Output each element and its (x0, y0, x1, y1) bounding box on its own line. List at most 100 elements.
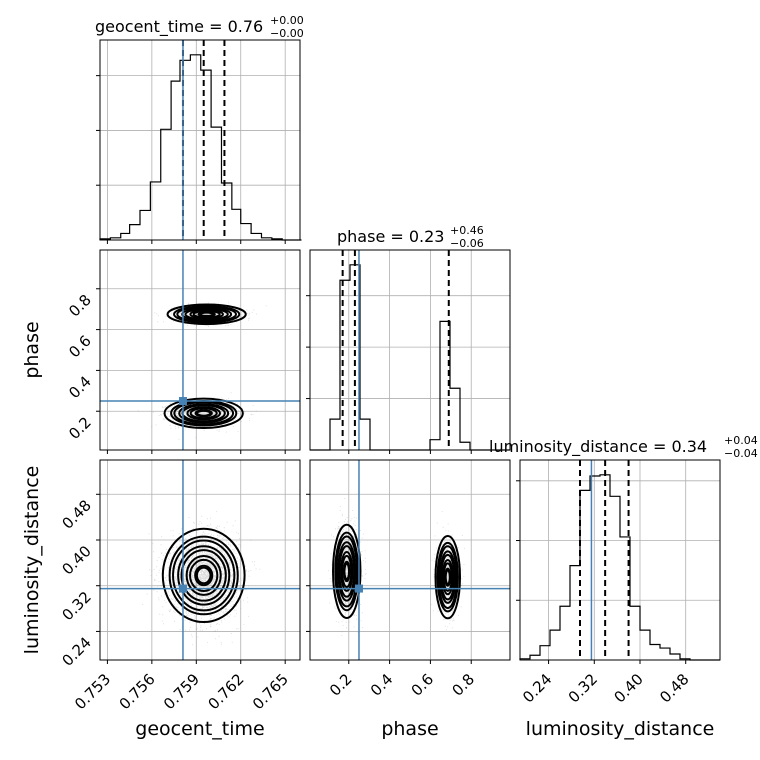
histogram-geocent_time (99, 54, 302, 241)
title-plus: +0.00 (270, 14, 304, 27)
joint-panel-geocent_time-luminosity_distance (142, 511, 261, 646)
title-minus: −0.04 (724, 447, 758, 460)
joint-panel-phase-luminosity_distance (328, 498, 466, 636)
y-axis-label-luminosity_distance: luminosity_distance (21, 466, 43, 655)
density-level (161, 527, 246, 624)
density-level (442, 562, 453, 592)
density-level (163, 397, 244, 429)
tick-label-y-phase: 0.4 (65, 373, 95, 403)
panel-frame-2-0 (99, 459, 301, 661)
tick-label-x-phase: 0.2 (326, 670, 356, 700)
tick-label-y-luminosity_distance: 0.24 (58, 634, 94, 670)
contour-level-4 (342, 560, 351, 583)
y-axis-label-phase: phase (21, 321, 43, 378)
tick-label-y-phase: 0.2 (65, 413, 95, 443)
tick-label-x-geocent_time: 0.753 (71, 670, 114, 713)
tick-label-x-phase: 0.6 (408, 670, 438, 700)
truth-marker (354, 584, 363, 593)
svg-text:phase = 0.23: phase = 0.23 (337, 227, 444, 246)
tick-label-x-phase: 0.8 (448, 670, 478, 700)
contour-level-2 (177, 545, 231, 606)
density-level (335, 535, 359, 608)
x-axis-label-phase: phase (381, 718, 438, 740)
title-minus: −0.00 (270, 27, 304, 40)
tick-label-x-luminosity_distance: 0.32 (565, 670, 601, 706)
density-level (195, 566, 212, 585)
density-layer (137, 302, 466, 646)
contour-level-1 (436, 541, 459, 613)
tick-label-y-phase: 0.6 (65, 332, 95, 362)
density-level (440, 553, 456, 601)
frames-layer (99, 39, 721, 661)
title-geocent_time: geocent_time = 0.76 +0.00 −0.00 (95, 14, 304, 40)
contour-level-4 (197, 311, 216, 318)
contour-level-2 (439, 550, 457, 604)
marker-lines-layer (100, 40, 630, 660)
density-level (166, 303, 247, 326)
tick-label-x-luminosity_distance: 0.40 (610, 670, 646, 706)
title-plus: +0.04 (724, 434, 758, 447)
x-axis-label-luminosity_distance: luminosity_distance (526, 718, 715, 740)
tick-label-x-phase: 0.4 (367, 670, 397, 700)
title-param: geocent_time (95, 17, 204, 37)
svg-text:geocent_time = 0.76: geocent_time = 0.76 (95, 17, 263, 37)
title-param: phase (337, 227, 385, 246)
density-level (173, 401, 235, 426)
scatter-points (142, 511, 261, 646)
tick-label-y-luminosity_distance: 0.32 (58, 588, 94, 624)
contour-level-2 (337, 541, 357, 602)
tick-label-x-geocent_time: 0.756 (116, 670, 159, 713)
title-plus: +0.46 (450, 224, 484, 237)
scatter-points (137, 302, 267, 440)
tick-label-x-geocent_time: 0.759 (160, 670, 203, 713)
contour-level-1 (334, 531, 360, 612)
panel-frame-2-1 (309, 459, 511, 661)
contour-level-2 (178, 403, 230, 424)
histogram-layer (99, 54, 720, 661)
truth-marker (178, 397, 187, 406)
contour-level-4 (444, 567, 452, 587)
title-median: 0.23 (409, 227, 445, 246)
histogram-phase (310, 264, 510, 451)
title-luminosity_distance: luminosity_distance = 0.34 +0.04 −0.04 (489, 434, 758, 460)
tick-label-y-luminosity_distance: 0.48 (58, 496, 94, 532)
title-minus: −0.06 (450, 237, 484, 250)
tick-label-y-luminosity_distance: 0.40 (58, 542, 94, 578)
tick-label-x-geocent_time: 0.762 (204, 670, 247, 713)
tick-label-x-luminosity_distance: 0.48 (656, 670, 692, 706)
grid-layer (100, 40, 720, 660)
contour-level-3 (189, 309, 224, 320)
contour-level-3 (441, 559, 454, 596)
contour-level-3 (186, 406, 222, 421)
density-level (437, 545, 458, 610)
tick-label-x-geocent_time: 0.765 (249, 670, 292, 713)
ticks-layer: 0.753 0.756 0.759 0.762 0.765 0.2 0.4 0.6 0.8 0.2… (58, 75, 693, 713)
density-level (180, 549, 227, 602)
histogram-luminosity_distance (519, 474, 720, 661)
contour-level-1 (173, 305, 241, 324)
tick-label-y-phase: 0.8 (65, 291, 95, 321)
truth-marker (178, 584, 187, 593)
density-level (434, 535, 461, 620)
density-level (189, 558, 219, 592)
title-median: 0.76 (228, 17, 264, 36)
contour-level-4 (194, 409, 213, 418)
panel-frame-2-2 (519, 459, 721, 661)
contour-level-4 (194, 564, 214, 587)
svg-text:luminosity_distance = 0.34: luminosity_distance = 0.34 (489, 437, 707, 457)
density-level (172, 539, 236, 612)
contour-level-3 (340, 551, 354, 592)
panel-frame-1-0 (99, 249, 301, 451)
x-axis-label-geocent_time: geocent_time (135, 718, 264, 740)
panel-frame-1-1 (309, 249, 511, 451)
tick-label-x-luminosity_distance: 0.24 (519, 670, 555, 706)
density-level (189, 407, 218, 420)
title-phase: phase = 0.23 +0.46 −0.06 (337, 224, 484, 250)
panel-frame-0-0 (99, 39, 301, 241)
contour-level-1 (168, 535, 239, 616)
title-median: 0.34 (671, 437, 707, 456)
contour-layer (168, 305, 459, 616)
title-param: luminosity_distance (489, 437, 648, 457)
contour-level-3 (185, 555, 222, 596)
